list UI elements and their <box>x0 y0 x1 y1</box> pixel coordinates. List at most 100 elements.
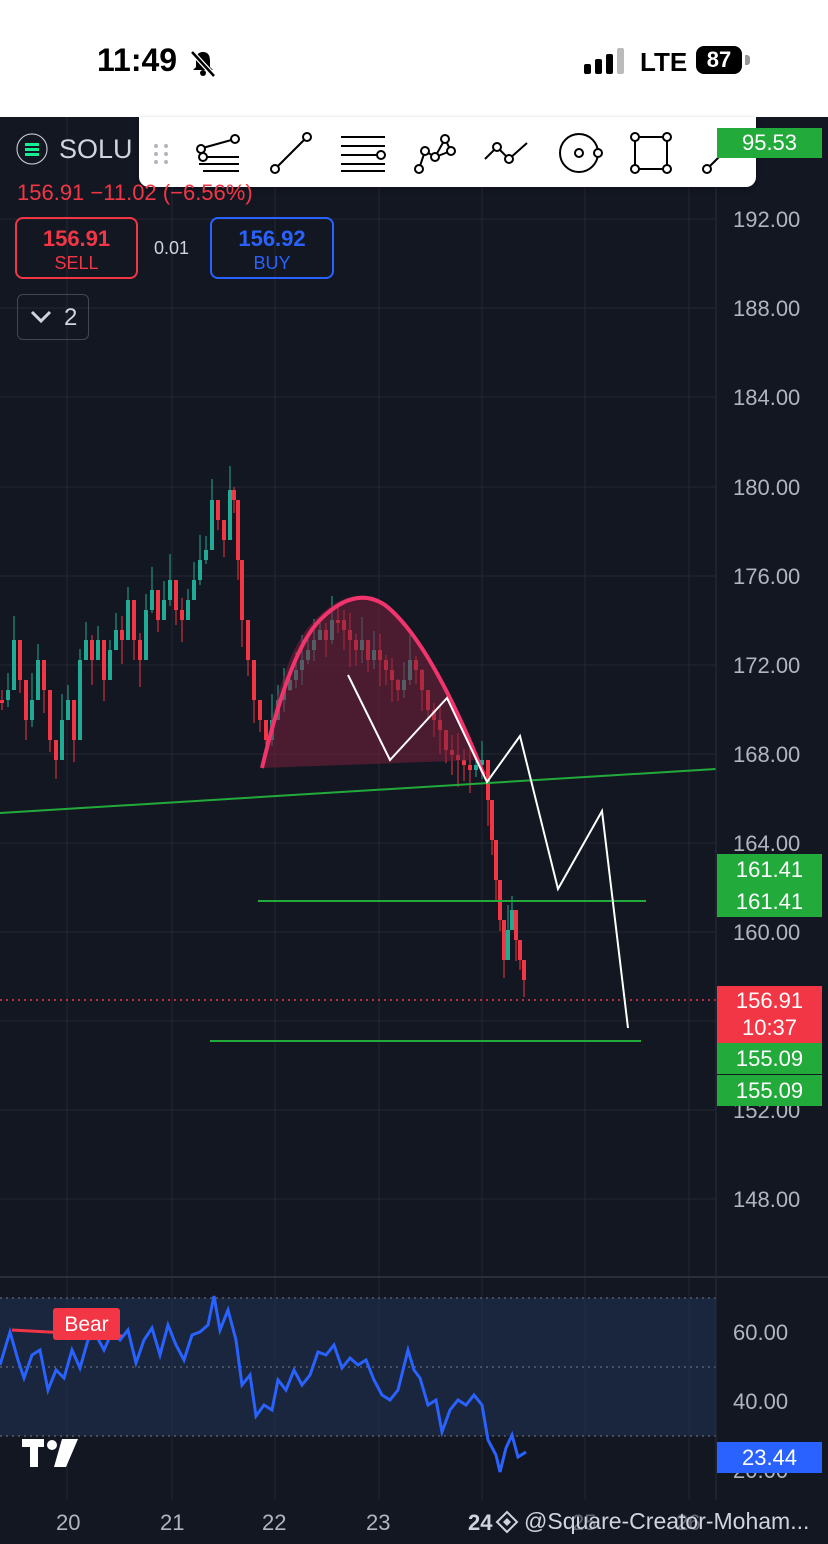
rsi-current-tag: 23.44 <box>717 1442 822 1473</box>
candle-body <box>0 700 4 703</box>
spread-value: 0.01 <box>154 238 190 258</box>
time-tick: 21 <box>160 1510 185 1535</box>
candle-body <box>72 700 76 740</box>
rectangle-tool-icon[interactable] <box>627 129 675 177</box>
candle-body <box>232 490 236 500</box>
candle-body <box>462 760 466 765</box>
candle-body <box>30 700 34 720</box>
countdown-tag: 10:37 <box>717 1016 822 1043</box>
candle-body <box>120 630 124 640</box>
candle-body <box>66 700 70 720</box>
candle-body <box>36 660 40 700</box>
candle-body <box>78 660 82 740</box>
price-tick: 172.00 <box>733 653 801 678</box>
candle-body <box>156 590 160 620</box>
candle-body <box>246 620 250 660</box>
price-tick: 164.00 <box>733 831 801 856</box>
price-change: 156.91 −11.02 (−6.56%) <box>17 180 253 205</box>
network-type: LTE <box>640 47 688 77</box>
rsi-tick: 40.00 <box>733 1389 789 1414</box>
bear-label: Bear <box>53 1308 120 1340</box>
candle-body <box>114 630 118 650</box>
candle-body <box>150 590 154 610</box>
price-tick: 176.00 <box>733 564 801 589</box>
drawing-toolbar <box>139 117 756 187</box>
time-tick: 24 <box>468 1510 493 1535</box>
battery-nub <box>745 55 750 65</box>
candle-body <box>514 910 518 940</box>
tradingview-logo-icon <box>22 1439 78 1467</box>
sell-price: 156.91 <box>42 226 111 251</box>
rounded-top-fill <box>262 596 480 768</box>
candle-body <box>138 640 142 660</box>
symbol-name[interactable]: SOLU <box>59 134 133 164</box>
candle-body <box>198 560 202 580</box>
candle-body <box>240 560 244 620</box>
status-time: 11:49 <box>97 42 178 78</box>
time-tick: 22 <box>262 1510 287 1535</box>
neckline-trendline <box>0 768 717 814</box>
circle-tool-icon[interactable] <box>555 129 603 177</box>
drag-handle-icon[interactable] <box>151 142 171 166</box>
candle-body <box>186 600 190 620</box>
horizontal-lines-icon[interactable] <box>339 129 387 177</box>
price-tag-155: 155.09 <box>717 1043 822 1074</box>
projection-path <box>347 674 629 1029</box>
price-tick: 188.00 <box>733 296 801 321</box>
watermark: @Square-Creator-Moham... <box>524 1508 810 1534</box>
candle-body <box>502 920 506 960</box>
candle-body <box>258 700 262 720</box>
price-tag-161: 161.41 <box>717 854 822 886</box>
candle-body <box>162 600 166 620</box>
price-tag-161-b: 161.41 <box>717 886 822 917</box>
price-tick: 184.00 <box>733 385 801 410</box>
candle-body <box>108 650 112 680</box>
candle-body <box>222 520 226 540</box>
muted-bell-icon <box>190 50 216 78</box>
trend-line-icon[interactable] <box>267 129 315 177</box>
cellular-signal-icon <box>584 48 624 74</box>
candle-body <box>84 640 88 660</box>
candle-body <box>54 740 58 760</box>
current-price-tag: 156.91 <box>717 986 822 1016</box>
solana-logo-icon <box>16 133 48 165</box>
time-tick: 20 <box>56 1510 81 1535</box>
candle-body <box>132 600 136 640</box>
candle-body <box>264 720 268 740</box>
candle-body <box>210 500 214 550</box>
candle-body <box>126 600 130 640</box>
candle-body <box>174 580 178 610</box>
candle-body <box>480 760 484 765</box>
chevron-down-icon <box>30 310 52 324</box>
status-bar: 11:49 LTE 87 <box>0 0 828 117</box>
candle-body <box>518 940 522 960</box>
time-tick: 26 <box>676 1510 701 1535</box>
candle-body <box>24 680 28 720</box>
multi-line-tool-icon[interactable] <box>195 129 243 177</box>
indicators-count: 2 <box>64 304 78 331</box>
indicators-collapse-button[interactable]: 2 <box>17 294 89 340</box>
buy-button[interactable]: 156.92 BUY <box>210 217 334 279</box>
chart-grid <box>0 117 716 1500</box>
candle-body <box>522 960 526 980</box>
price-tick: 168.00 <box>733 742 801 767</box>
candle-body <box>6 690 10 700</box>
candle-body <box>18 640 22 680</box>
time-tick: 25 <box>572 1510 597 1535</box>
candle-body <box>494 840 498 880</box>
candle-body <box>510 910 514 930</box>
pattern-tool-icon[interactable] <box>411 129 459 177</box>
sell-label: SELL <box>54 253 99 273</box>
candle-body <box>506 930 510 960</box>
candle-body <box>228 490 232 540</box>
candle-body <box>204 550 208 560</box>
candle-body <box>48 690 52 740</box>
candle-body <box>236 500 240 560</box>
candle-body <box>252 660 256 700</box>
candle-body <box>90 640 94 660</box>
candle-body <box>192 580 196 600</box>
path-tool-icon[interactable] <box>483 129 531 177</box>
sell-button[interactable]: 156.91 SELL <box>15 217 138 279</box>
candle-body <box>96 640 100 660</box>
